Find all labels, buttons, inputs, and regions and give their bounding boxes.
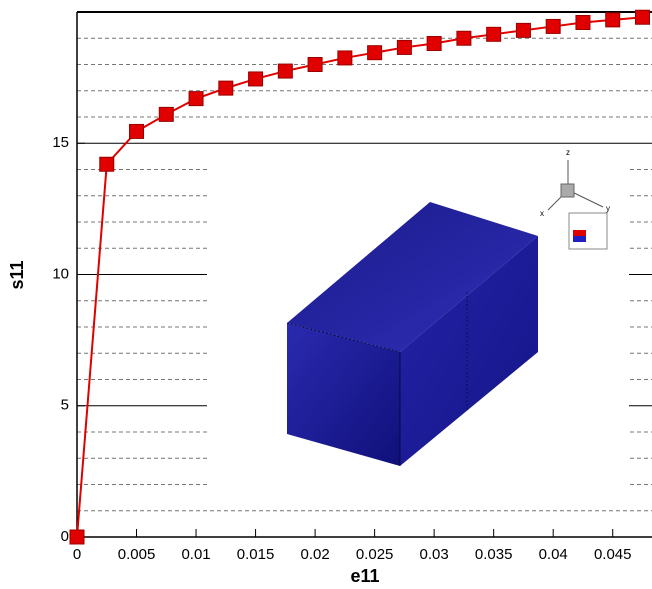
data-point [219, 81, 233, 95]
data-point [100, 157, 114, 171]
data-point [606, 13, 620, 27]
x-tick-label: 0.01 [181, 546, 210, 563]
triad-label: z [566, 148, 570, 157]
x-tick-label: 0.035 [475, 546, 513, 563]
data-point [278, 64, 292, 78]
data-point [516, 23, 530, 37]
y-tick-label: 5 [61, 397, 69, 414]
y-tick-label: 0 [61, 528, 69, 545]
y-axis-label: s11 [7, 260, 27, 289]
x-tick-label: 0.045 [594, 546, 632, 563]
data-point [427, 37, 441, 51]
data-point [70, 530, 84, 544]
data-point [130, 124, 144, 138]
data-point [397, 40, 411, 54]
inset-image: z x y [207, 148, 629, 490]
data-point [189, 92, 203, 106]
data-point [546, 19, 560, 33]
x-tick-label: 0 [73, 546, 81, 563]
x-tick-label: 0.02 [300, 546, 329, 563]
x-tick-label: 0.005 [118, 546, 156, 563]
x-axis-label: e11 [350, 566, 379, 586]
data-point [487, 27, 501, 41]
x-tick-label: 0.025 [356, 546, 394, 563]
x-tick-label: 0.03 [420, 546, 449, 563]
data-point [159, 107, 173, 121]
triad-label: y [606, 204, 610, 213]
y-tick-label: 15 [52, 134, 69, 151]
data-point [635, 10, 649, 24]
x-tick-label: 0.015 [237, 546, 275, 563]
data-point [338, 51, 352, 65]
triad-label: x [540, 209, 544, 218]
data-point [576, 16, 590, 30]
data-point [368, 46, 382, 60]
data-point [249, 72, 263, 86]
data-point [457, 31, 471, 45]
data-point [308, 58, 322, 72]
y-tick-label: 10 [52, 265, 69, 282]
x-tick-label: 0.04 [539, 546, 568, 563]
chart: z x y 0 5 10 15 0 0.005 0.01 0.015 0.02 0.025 0.03 0.… [0, 0, 652, 589]
